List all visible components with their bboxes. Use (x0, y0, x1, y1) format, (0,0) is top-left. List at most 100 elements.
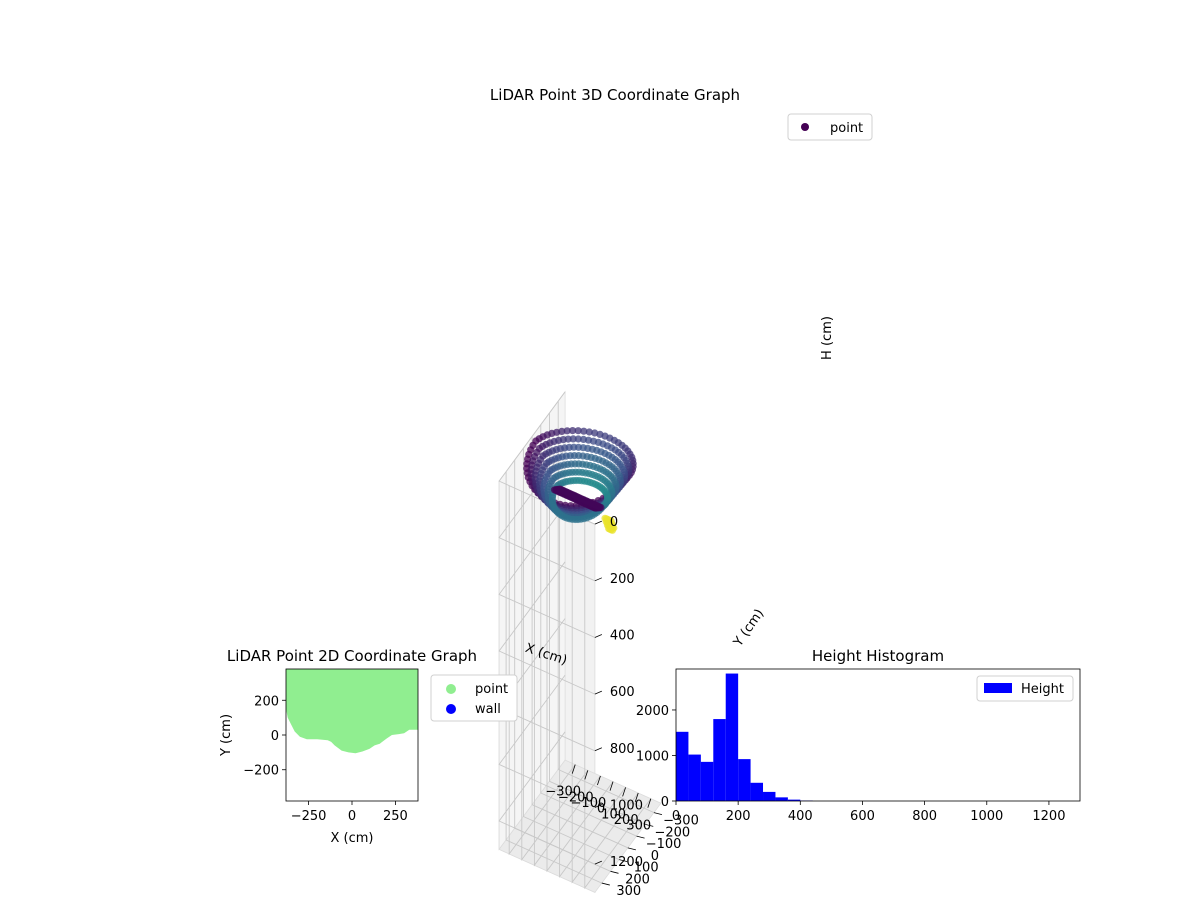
histogram-bar (676, 731, 689, 801)
hist-y-tick-label: 1000 (636, 749, 669, 764)
x-gridline (533, 496, 601, 867)
x-tick-label: 200 (614, 813, 639, 828)
y-tick-label-2d: 200 (254, 694, 279, 709)
chart-3d-legend: point (787, 113, 873, 141)
point-marker (563, 427, 571, 435)
x-tick (584, 770, 589, 780)
histogram-bar (700, 761, 714, 801)
histogram-bar (750, 782, 764, 801)
chart-histogram: Height Histogram 0 200 400 600 800 1000 1200 0 1… (636, 647, 1081, 824)
x-tick-label: −100 (571, 796, 607, 811)
histogram-title: Height Histogram (812, 647, 944, 665)
point-marker (603, 442, 612, 450)
histogram-bars (676, 673, 813, 801)
hist-y-tick-label: 0 (661, 795, 669, 810)
legend-point-marker (801, 123, 809, 131)
y-tick-label: −100 (646, 837, 682, 852)
chart-3d-zlabel: H (cm) (820, 316, 835, 360)
x-tick (622, 787, 627, 797)
point-marker (596, 465, 604, 473)
histogram-ticks: 0 200 400 600 800 1000 1200 0 1000 2000 (636, 704, 1066, 824)
y-tick-label: 100 (634, 861, 659, 876)
h-gridline (498, 561, 596, 695)
y-tick-label-2d: −200 (243, 764, 279, 779)
chart-2d-legend: point wall (430, 674, 518, 722)
hist-x-tick-label: 800 (912, 809, 937, 824)
hist-x-tick-label: 0 (672, 809, 680, 824)
y-tick (636, 835, 645, 839)
hist-x-tick-label: 400 (788, 809, 813, 824)
y-gridline (522, 448, 620, 861)
h-tick (594, 634, 603, 638)
chart-2d-ticks: −250 0 250 −200 0 200 (243, 694, 408, 824)
x-gridline (508, 485, 576, 856)
h-tick-label: 400 (610, 629, 635, 644)
x-gridline (584, 519, 652, 890)
x-tick-label: −300 (545, 785, 581, 800)
y-tick-label: −200 (654, 825, 690, 840)
chart-3d: LiDAR Point 3D Coordinate Graph −300 −200… (490, 86, 873, 899)
h-tick (594, 860, 603, 865)
x-gridline (559, 508, 626, 878)
x-tick-label: 100 (601, 807, 626, 822)
point-marker (569, 435, 577, 443)
histogram-bar (725, 673, 739, 801)
legend-wall-marker (446, 704, 456, 714)
point-marker (569, 427, 577, 435)
point-marker (601, 449, 609, 458)
chart-2d-xlabel: X (cm) (331, 831, 374, 846)
x-tick-label-2d: 250 (383, 809, 408, 824)
histogram-bar (763, 791, 776, 801)
histogram-bar (713, 719, 726, 801)
legend-point-label-2d: point (475, 682, 508, 697)
point-marker (608, 526, 617, 534)
y-gridline (549, 413, 646, 825)
hist-x-tick-label: 200 (726, 809, 751, 824)
3d-point-cloud (523, 427, 637, 534)
h-tick (594, 747, 603, 752)
h-tick-label: 1000 (610, 799, 643, 814)
x-tick-label: 300 (626, 819, 651, 834)
y-gridline (505, 471, 602, 884)
histogram-bar (787, 799, 801, 801)
y-tick (610, 870, 619, 874)
chart-2d-ylabel: Y (cm) (219, 714, 234, 757)
legend-point-label: point (830, 121, 863, 136)
h-tick (594, 690, 603, 695)
y-tick (619, 859, 628, 862)
point-marker (591, 480, 600, 488)
y-tick (645, 823, 654, 827)
x-tick-label-2d: 0 (348, 809, 356, 824)
point-marker (574, 435, 582, 443)
chart-3d-title: LiDAR Point 3D Coordinate Graph (490, 86, 740, 104)
y-tick-label: 0 (651, 849, 659, 864)
h-tick (594, 804, 603, 808)
legend-point-marker-2d (446, 684, 456, 694)
h-tick-label: 1200 (610, 855, 643, 870)
h-gridline (498, 674, 596, 808)
chart-2d-title: LiDAR Point 2D Coordinate Graph (227, 647, 477, 665)
x-tick-label: 0 (597, 802, 605, 817)
point-marker (606, 434, 614, 442)
x-tick (597, 775, 601, 786)
hist-y-tick-label: 2000 (636, 704, 669, 719)
histogram-bar (775, 797, 788, 801)
y-gridline (531, 436, 629, 849)
x-tick (634, 792, 639, 803)
histogram-legend: Height (976, 675, 1074, 702)
histogram-bar (738, 759, 751, 801)
y-tick (627, 847, 636, 851)
h-tick-label: 200 (610, 572, 635, 587)
h-tick (594, 577, 603, 582)
x-gridline (546, 502, 614, 873)
y-tick (601, 882, 610, 886)
x-tick (609, 781, 614, 791)
y-gridline (540, 424, 637, 837)
hist-x-tick-label: 1200 (1032, 809, 1065, 824)
h-tick (594, 520, 603, 525)
x-tick (647, 798, 652, 808)
y-tick-label-2d: 0 (271, 729, 279, 744)
histogram-bar (688, 754, 701, 801)
h-gridline (498, 731, 596, 865)
